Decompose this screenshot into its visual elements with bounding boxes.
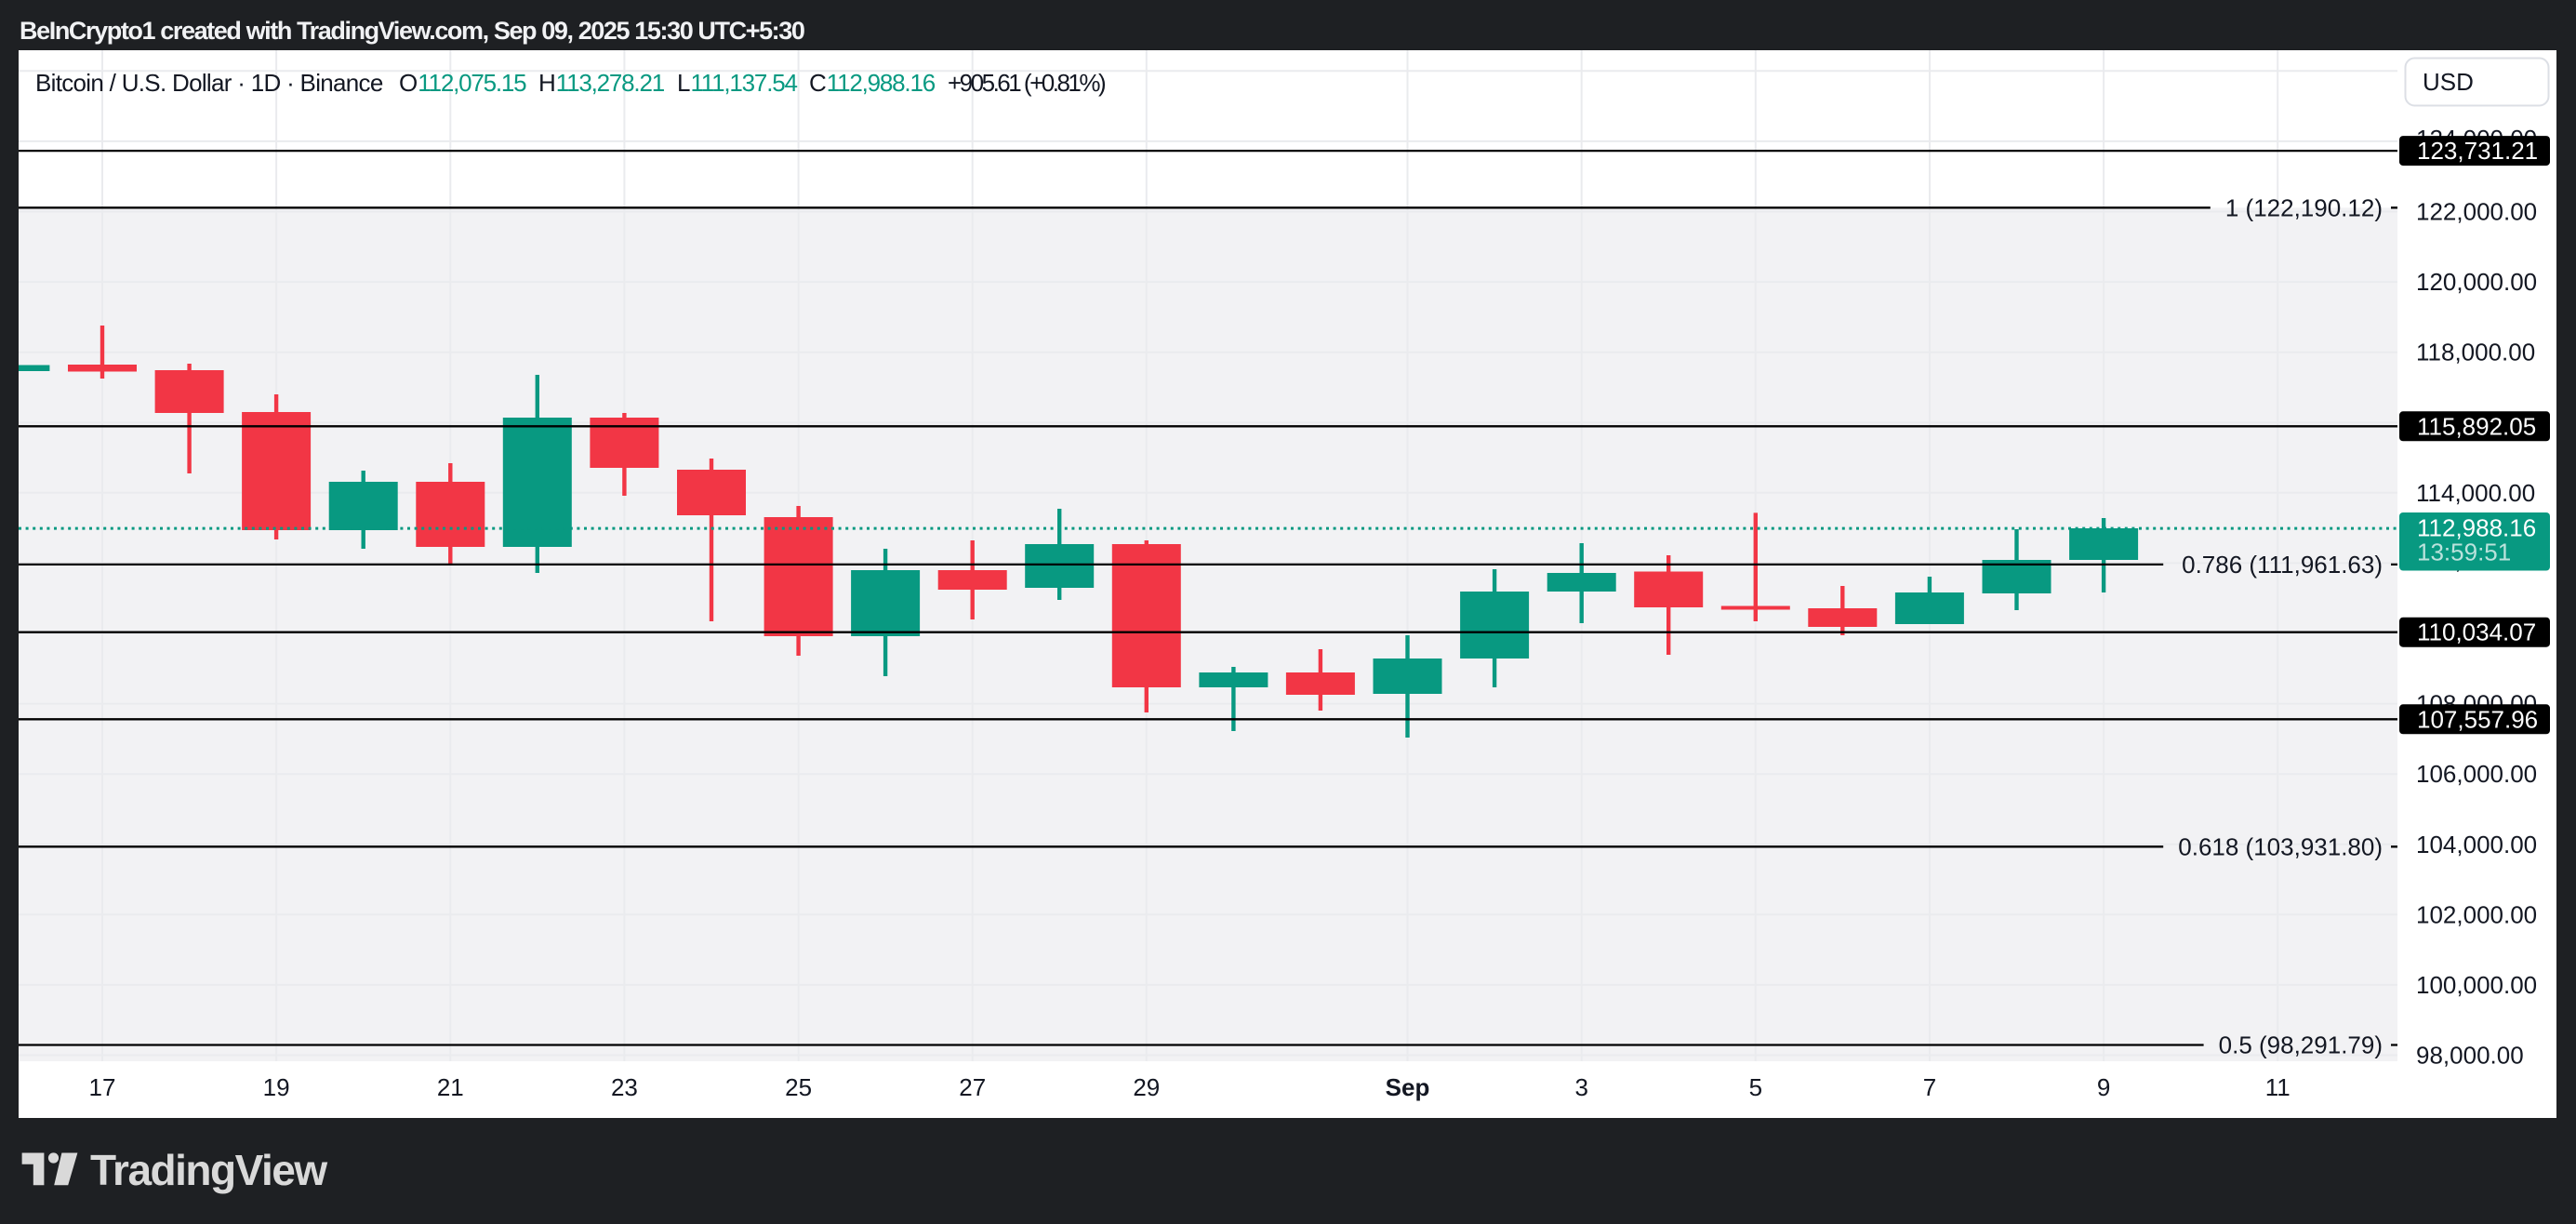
svg-text:123,731.21: 123,731.21 — [2417, 137, 2538, 165]
svg-text:98,000.00: 98,000.00 — [2416, 1042, 2524, 1070]
svg-text:29: 29 — [1133, 1073, 1160, 1101]
svg-text:25: 25 — [785, 1073, 812, 1101]
svg-text:H113,278.21: H113,278.21 — [538, 69, 665, 97]
svg-text:107,557.96: 107,557.96 — [2417, 705, 2538, 733]
svg-text:7: 7 — [1923, 1073, 1936, 1101]
svg-text:BeInCrypto1 created with Tradi: BeInCrypto1 created with TradingView.com… — [20, 17, 804, 45]
svg-text:21: 21 — [437, 1073, 464, 1101]
svg-text:9: 9 — [2097, 1073, 2110, 1101]
svg-text:0.618 (103,931.80): 0.618 (103,931.80) — [2178, 832, 2383, 860]
svg-text:122,000.00: 122,000.00 — [2416, 198, 2537, 226]
svg-text:0.5 (98,291.79): 0.5 (98,291.79) — [2219, 1031, 2383, 1059]
svg-text:23: 23 — [611, 1073, 638, 1101]
svg-text:102,000.00: 102,000.00 — [2416, 900, 2537, 928]
svg-text:17: 17 — [89, 1073, 116, 1101]
svg-text:Bitcoin / U.S. Dollar · 1D · B: Bitcoin / U.S. Dollar · 1D · Binance — [35, 69, 383, 97]
svg-text:3: 3 — [1574, 1073, 1587, 1101]
svg-text:USD: USD — [2423, 68, 2474, 96]
svg-text:0.786 (111,961.63): 0.786 (111,961.63) — [2182, 551, 2383, 579]
svg-text:C112,988.16: C112,988.16 — [809, 69, 936, 97]
svg-text:13:59:51: 13:59:51 — [2417, 539, 2511, 566]
svg-text:L111,137.54: L111,137.54 — [677, 69, 797, 97]
svg-text:5: 5 — [1749, 1073, 1762, 1101]
svg-text:114,000.00: 114,000.00 — [2416, 479, 2535, 507]
svg-text:1 (122,190.12): 1 (122,190.12) — [2225, 193, 2383, 221]
svg-text:11: 11 — [2265, 1073, 2291, 1101]
svg-text:TradingView: TradingView — [90, 1146, 327, 1194]
svg-text:120,000.00: 120,000.00 — [2416, 268, 2537, 296]
svg-text:+905.61 (+0.81%): +905.61 (+0.81%) — [948, 69, 1106, 97]
svg-text:106,000.00: 106,000.00 — [2416, 760, 2537, 788]
svg-text:19: 19 — [263, 1073, 290, 1101]
svg-text:Sep: Sep — [1386, 1073, 1430, 1101]
svg-text:118,000.00: 118,000.00 — [2416, 339, 2535, 366]
svg-text:O112,075.15: O112,075.15 — [399, 69, 526, 97]
svg-text:100,000.00: 100,000.00 — [2416, 971, 2537, 999]
svg-text:104,000.00: 104,000.00 — [2416, 831, 2537, 858]
svg-text:27: 27 — [959, 1073, 986, 1101]
svg-text:115,892.05: 115,892.05 — [2417, 412, 2536, 440]
svg-text:110,034.07: 110,034.07 — [2417, 619, 2536, 646]
svg-text:112,988.16: 112,988.16 — [2417, 514, 2536, 542]
